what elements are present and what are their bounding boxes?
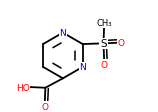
Text: O: O — [118, 39, 125, 48]
Text: HO: HO — [16, 83, 30, 92]
Text: CH₃: CH₃ — [96, 19, 112, 28]
Text: N: N — [79, 63, 86, 72]
Text: N: N — [60, 29, 66, 38]
Text: O: O — [101, 60, 108, 69]
Text: S: S — [100, 39, 107, 49]
Text: O: O — [41, 102, 48, 111]
